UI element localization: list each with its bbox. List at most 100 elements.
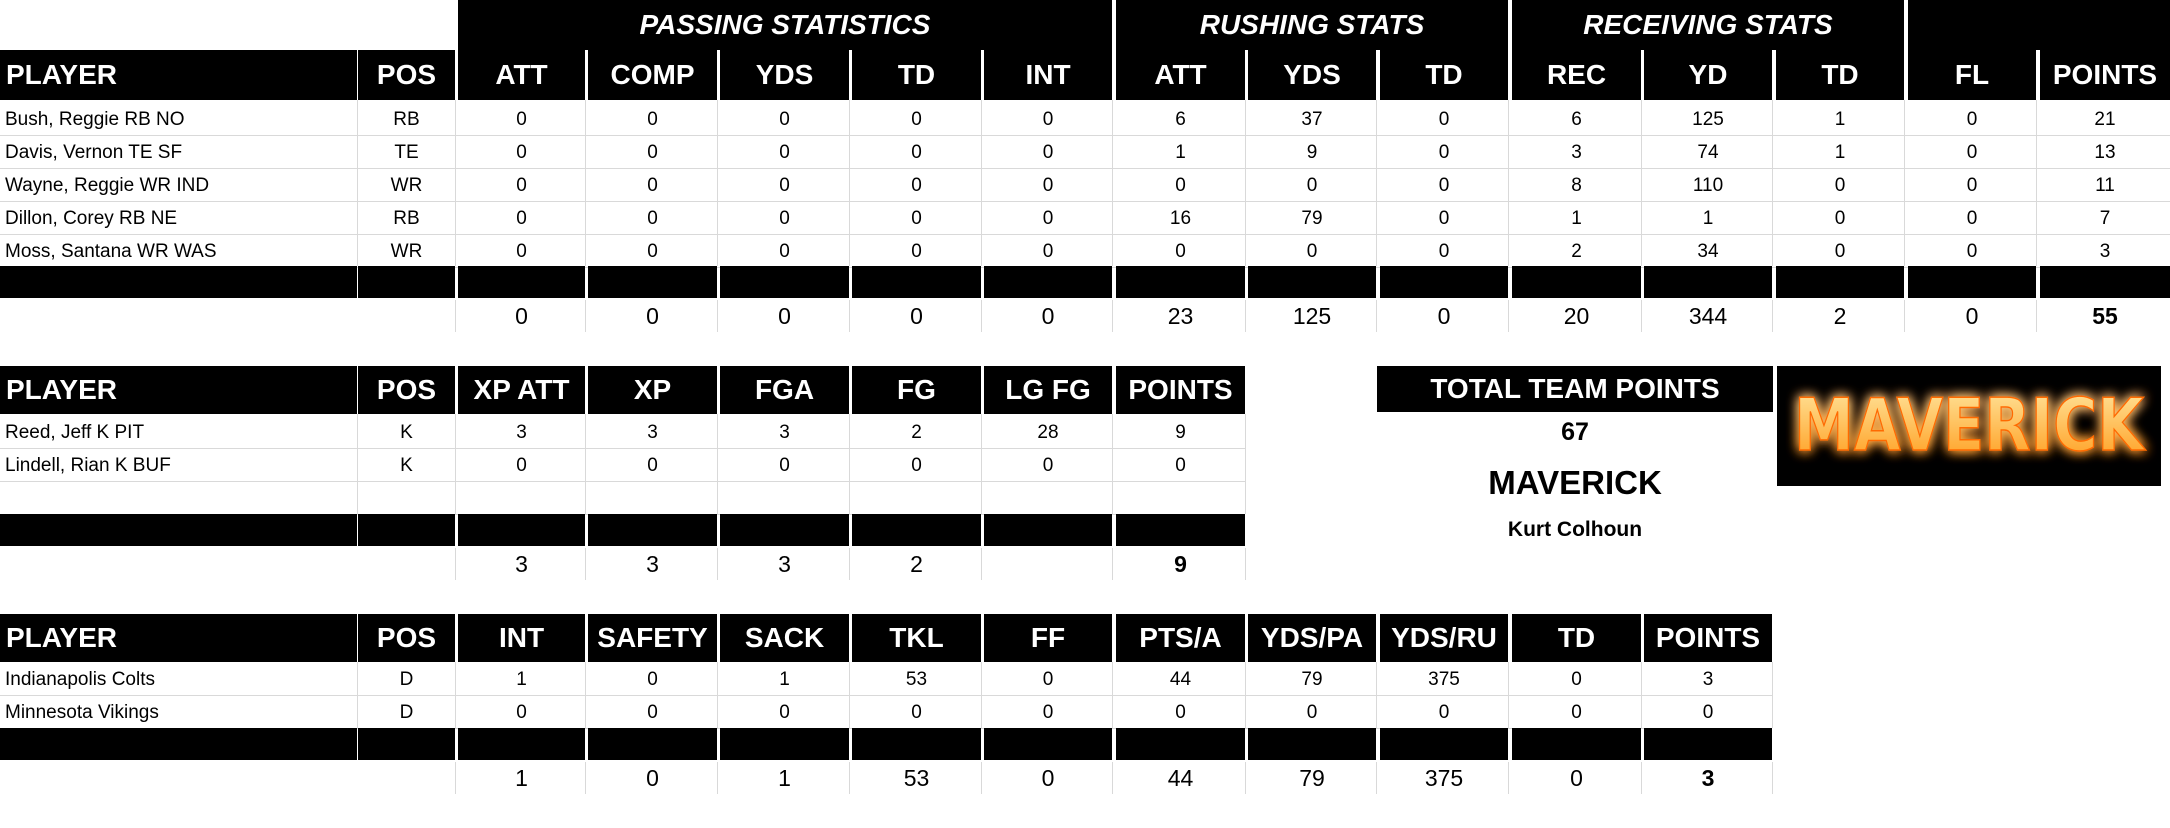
stat-cell: 0 (911, 454, 922, 476)
row-divider (0, 168, 2170, 169)
spacer-bar (2040, 266, 2170, 298)
total-cell: 1 (515, 764, 528, 791)
player-name: Reed, Jeff K PIT (5, 421, 145, 443)
grid-line (455, 662, 456, 728)
stat-cell: 0 (516, 207, 527, 229)
total-team-points-label: TOTAL TEAM POINTS (1377, 366, 1773, 412)
defense-header-td: TD (1512, 614, 1641, 662)
stat-cell: 1 (1175, 141, 1186, 163)
stat-cell: 1 (1834, 141, 1846, 163)
defense-header-pos: POS (358, 614, 455, 662)
stat-cell: 0 (1571, 668, 1582, 690)
defense-total-points: 3 (1701, 764, 1715, 791)
stat-cell: 21 (2094, 108, 2116, 130)
stat-cell: K (400, 454, 413, 476)
row-divider (0, 135, 2170, 136)
grid-line (849, 762, 850, 794)
stat-cell: 44 (1169, 668, 1192, 690)
stat-cell: 0 (1438, 240, 1450, 262)
spacer-bar (588, 266, 717, 298)
row-divider (0, 201, 2170, 202)
stat-cell: 1 (1571, 207, 1582, 229)
stat-cell: 0 (647, 240, 658, 262)
grid-line (455, 100, 456, 266)
stat-cell: 74 (1697, 141, 1719, 163)
total-cell: 3 (778, 550, 791, 577)
stat-cell: 0 (1175, 174, 1186, 196)
stat-cell: 0 (1042, 207, 1054, 229)
group-header-passing: PASSING STATISTICS (458, 0, 1112, 50)
row-divider (0, 448, 1245, 449)
grid-line (1376, 100, 1377, 266)
stat-cell: 0 (516, 240, 527, 262)
stat-cell: 0 (1438, 141, 1450, 163)
grid-line (1245, 548, 1246, 580)
grid-line (717, 414, 718, 514)
grid-line (1508, 300, 1509, 332)
spacer-bar (1116, 728, 1245, 760)
stat-cell: 0 (1966, 174, 1978, 196)
stat-cell: 125 (1692, 108, 1724, 130)
grid-line (717, 300, 718, 332)
stat-cell: WR (390, 240, 423, 262)
grid-line (1772, 762, 1773, 794)
total-cell: 20 (1563, 302, 1590, 329)
stat-cell: 0 (1438, 701, 1450, 723)
kicking-total-points: 9 (1174, 550, 1187, 577)
group-header-blank (1908, 0, 2170, 50)
grid-line (2036, 300, 2037, 332)
stat-cell: 1 (1702, 207, 1714, 229)
total-cell: 1 (778, 764, 791, 791)
svg-text:MAVERICK: MAVERICK (1794, 383, 2146, 467)
stat-cell: 0 (1042, 240, 1054, 262)
stat-cell: 0 (647, 668, 658, 690)
grid-line (1641, 300, 1642, 332)
player-name: Moss, Santana WR WAS (5, 240, 217, 262)
spacer-bar (1776, 266, 1904, 298)
defense-header-pts-a: PTS/A (1116, 614, 1245, 662)
stat-cell: 0 (1042, 668, 1054, 690)
spacer-bar (1512, 266, 1641, 298)
defense-header-int: INT (458, 614, 585, 662)
stat-cell: 0 (647, 108, 658, 130)
stat-cell: WR (390, 174, 423, 196)
stat-cell: 0 (1834, 174, 1846, 196)
kicking-header-xp-att: XP ATT (458, 366, 585, 414)
total-cell (0, 548, 357, 580)
grid-line (1641, 662, 1642, 728)
player-name: Dillon, Corey RB NE (5, 207, 178, 229)
grid-line (1641, 100, 1642, 266)
spacer-bar (1644, 266, 1772, 298)
column-header-td: TD (852, 50, 981, 100)
grid-line (357, 414, 358, 514)
kicking-header-pos: POS (358, 366, 455, 414)
total-cell: 0 (1041, 302, 1055, 329)
grid-line (455, 300, 456, 332)
defense-header-yds-ru: YDS/RU (1380, 614, 1508, 662)
stat-cell: D (399, 668, 414, 690)
stat-cell: 3 (516, 421, 527, 443)
stat-cell: 0 (516, 454, 527, 476)
kicking-header-xp: XP (588, 366, 717, 414)
total-cell: 125 (1292, 302, 1332, 329)
grid-line (717, 662, 718, 728)
stat-cell: 6 (1571, 108, 1582, 130)
stat-cell: 0 (1042, 174, 1054, 196)
total-cell (358, 762, 455, 794)
spacer-bar (458, 728, 585, 760)
defense-header-player: PLAYER (0, 614, 357, 662)
total-cell: 0 (778, 302, 791, 329)
stat-cell: 0 (1042, 701, 1054, 723)
grid-line (585, 662, 586, 728)
kicking-header-fg: FG (852, 366, 981, 414)
total-cell (358, 548, 455, 580)
stat-cell: 28 (1037, 421, 1059, 443)
grid-line (1112, 548, 1113, 580)
row-divider (0, 695, 1772, 696)
grid-line (357, 662, 358, 728)
stat-cell: 37 (1301, 108, 1323, 130)
spacer-bar (458, 266, 585, 298)
grid-line (585, 100, 586, 266)
group-header-receiving: RECEIVING STATS (1512, 0, 1904, 50)
stat-cell: 3 (1571, 141, 1582, 163)
